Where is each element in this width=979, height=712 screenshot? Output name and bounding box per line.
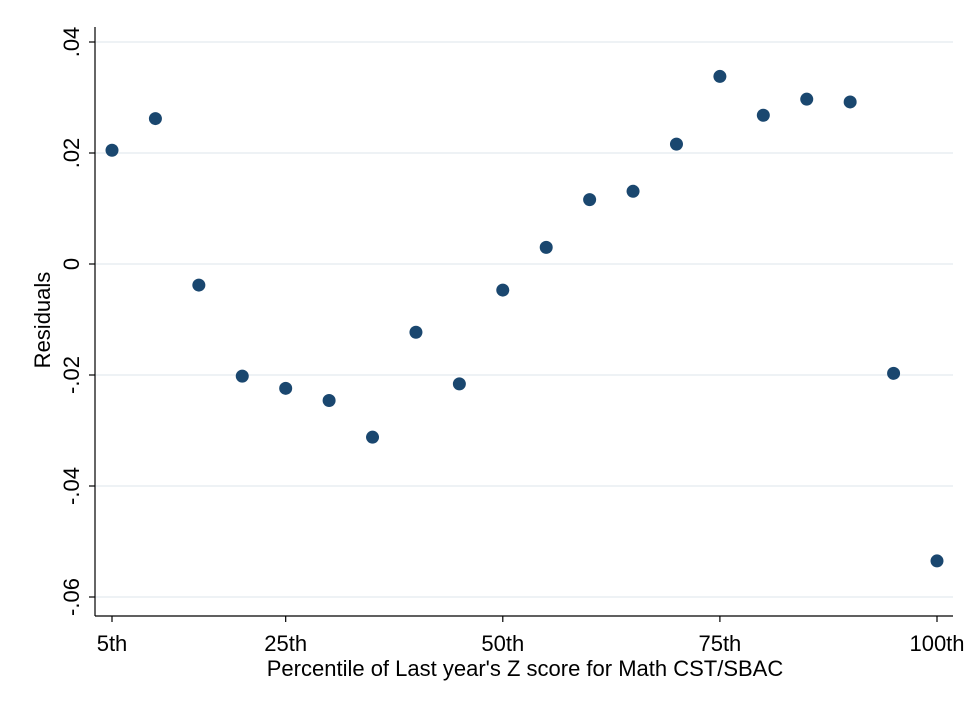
points-layer (105, 69, 944, 568)
data-point (669, 137, 683, 151)
y-tick-label: -.02 (59, 356, 84, 394)
data-point (583, 193, 597, 207)
data-point (756, 108, 770, 122)
grid-layer (95, 41, 953, 598)
data-point (843, 95, 857, 109)
y-axis-title: Residuals (30, 272, 55, 369)
data-point (800, 92, 814, 106)
data-point (279, 381, 293, 395)
data-point (192, 278, 206, 292)
x-tick-label: 25th (264, 631, 307, 656)
y-tick-label: .02 (59, 138, 84, 169)
y-tick-label: -.04 (59, 467, 84, 505)
x-tick-label: 50th (481, 631, 524, 656)
data-point (366, 430, 380, 444)
data-point (105, 143, 119, 157)
data-point (496, 283, 510, 297)
x-tick-label: 75th (698, 631, 741, 656)
x-tick-label: 5th (97, 631, 128, 656)
data-point (626, 184, 640, 198)
data-point (539, 240, 553, 254)
data-point (713, 69, 727, 83)
y-tick-label: 0 (59, 258, 84, 270)
x-tick-label: 100th (909, 631, 964, 656)
y-tick-label: -.06 (59, 578, 84, 616)
axis-layer: -.06 -.04 -.02 0 .02 .04 5th 25th 50th 75th 100th (59, 27, 965, 656)
data-point (148, 112, 162, 126)
data-point (930, 554, 944, 568)
data-point (452, 377, 466, 391)
y-tick-label: .04 (59, 27, 84, 58)
data-point (887, 366, 901, 380)
data-point (235, 369, 249, 383)
data-point (322, 394, 336, 408)
x-axis-title: Percentile of Last year's Z score for Ma… (267, 656, 784, 681)
data-point (409, 325, 423, 339)
